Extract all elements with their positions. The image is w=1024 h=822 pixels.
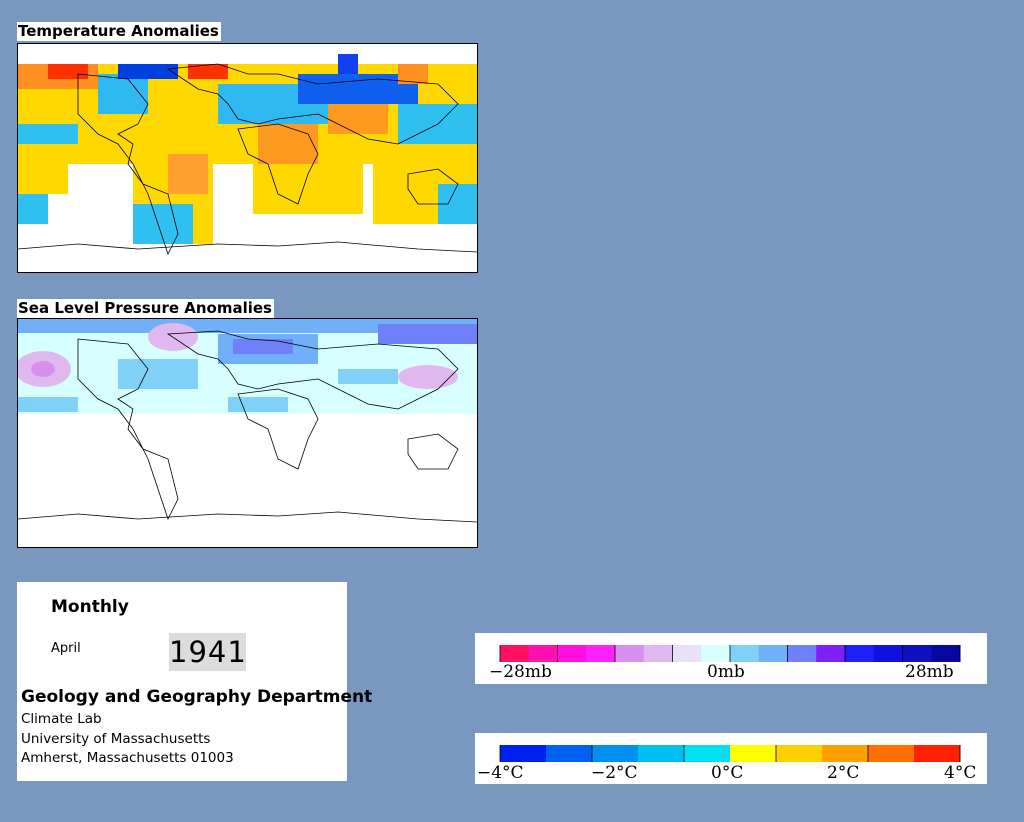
temperature-legend-swatch-1	[546, 745, 593, 762]
pressure-legend-swatch-2	[557, 645, 587, 662]
pressure-anomaly-map	[17, 318, 478, 548]
pressure-legend-swatch-8	[730, 645, 760, 662]
period-label: Monthly	[51, 597, 129, 617]
temperature-legend-swatch-2	[592, 745, 639, 762]
coastline	[18, 63, 477, 256]
temperature-anomaly-map	[17, 43, 478, 273]
pressure-legend-swatch-7	[701, 645, 731, 662]
temperature-legend-zero: 0°C	[711, 763, 743, 783]
pressure-legend: −28mb 0mb 28mb	[475, 633, 987, 684]
temperature-anomaly-fill	[18, 54, 477, 244]
temperature-legend-swatch-8	[868, 745, 915, 762]
temperature-legend-plus4: 4°C	[944, 763, 976, 783]
temperature-legend-swatches	[499, 745, 961, 762]
coastline	[18, 330, 477, 523]
pressure-legend-swatch-6	[672, 645, 702, 662]
year-display: 1941	[169, 633, 247, 671]
pressure-legend-swatch-9	[758, 645, 788, 662]
temperature-legend-swatch-6	[776, 745, 823, 762]
address-line-lab: Climate Lab	[21, 711, 102, 727]
temperature-legend-plus2: 2°C	[827, 763, 859, 783]
temperature-legend: −4°C −2°C 0°C 2°C 4°C	[475, 733, 987, 784]
pressure-map-title: Sea Level Pressure Anomalies	[17, 299, 274, 318]
address-line-university: University of Massachusetts	[21, 731, 211, 747]
pressure-legend-swatch-15	[931, 645, 961, 662]
pressure-legend-swatch-10	[787, 645, 817, 662]
temperature-legend-swatch-5	[730, 745, 777, 762]
pressure-legend-swatches	[499, 645, 961, 662]
month-label: April	[51, 641, 81, 656]
pressure-legend-swatch-1	[528, 645, 558, 662]
pressure-legend-min: −28mb	[489, 662, 552, 682]
address-line-city: Amherst, Massachusetts 01003	[21, 750, 234, 766]
pressure-anomaly-fill	[18, 319, 477, 414]
pressure-legend-swatch-13	[873, 645, 903, 662]
pressure-legend-max: 28mb	[905, 662, 954, 682]
pressure-legend-swatch-4	[615, 645, 645, 662]
temperature-legend-swatch-0	[500, 745, 547, 762]
pressure-legend-swatch-14	[902, 645, 932, 662]
temperature-map-title: Temperature Anomalies	[17, 22, 221, 41]
temperature-legend-swatch-3	[638, 745, 685, 762]
info-panel: Monthly April 1941 Geology and Geography…	[17, 582, 372, 781]
temperature-legend-minus2: −2°C	[591, 763, 638, 783]
pressure-legend-swatch-3	[586, 645, 616, 662]
temperature-legend-minus4: −4°C	[477, 763, 524, 783]
temperature-legend-swatch-9	[914, 745, 961, 762]
pressure-legend-swatch-0	[500, 645, 530, 662]
department-name: Geology and Geography Department	[21, 687, 373, 707]
temperature-legend-swatch-7	[822, 745, 869, 762]
pressure-legend-swatch-11	[816, 645, 846, 662]
pressure-legend-swatch-5	[643, 645, 673, 662]
pressure-legend-zero: 0mb	[707, 662, 745, 682]
temperature-legend-swatch-4	[684, 745, 731, 762]
pressure-legend-swatch-12	[845, 645, 875, 662]
